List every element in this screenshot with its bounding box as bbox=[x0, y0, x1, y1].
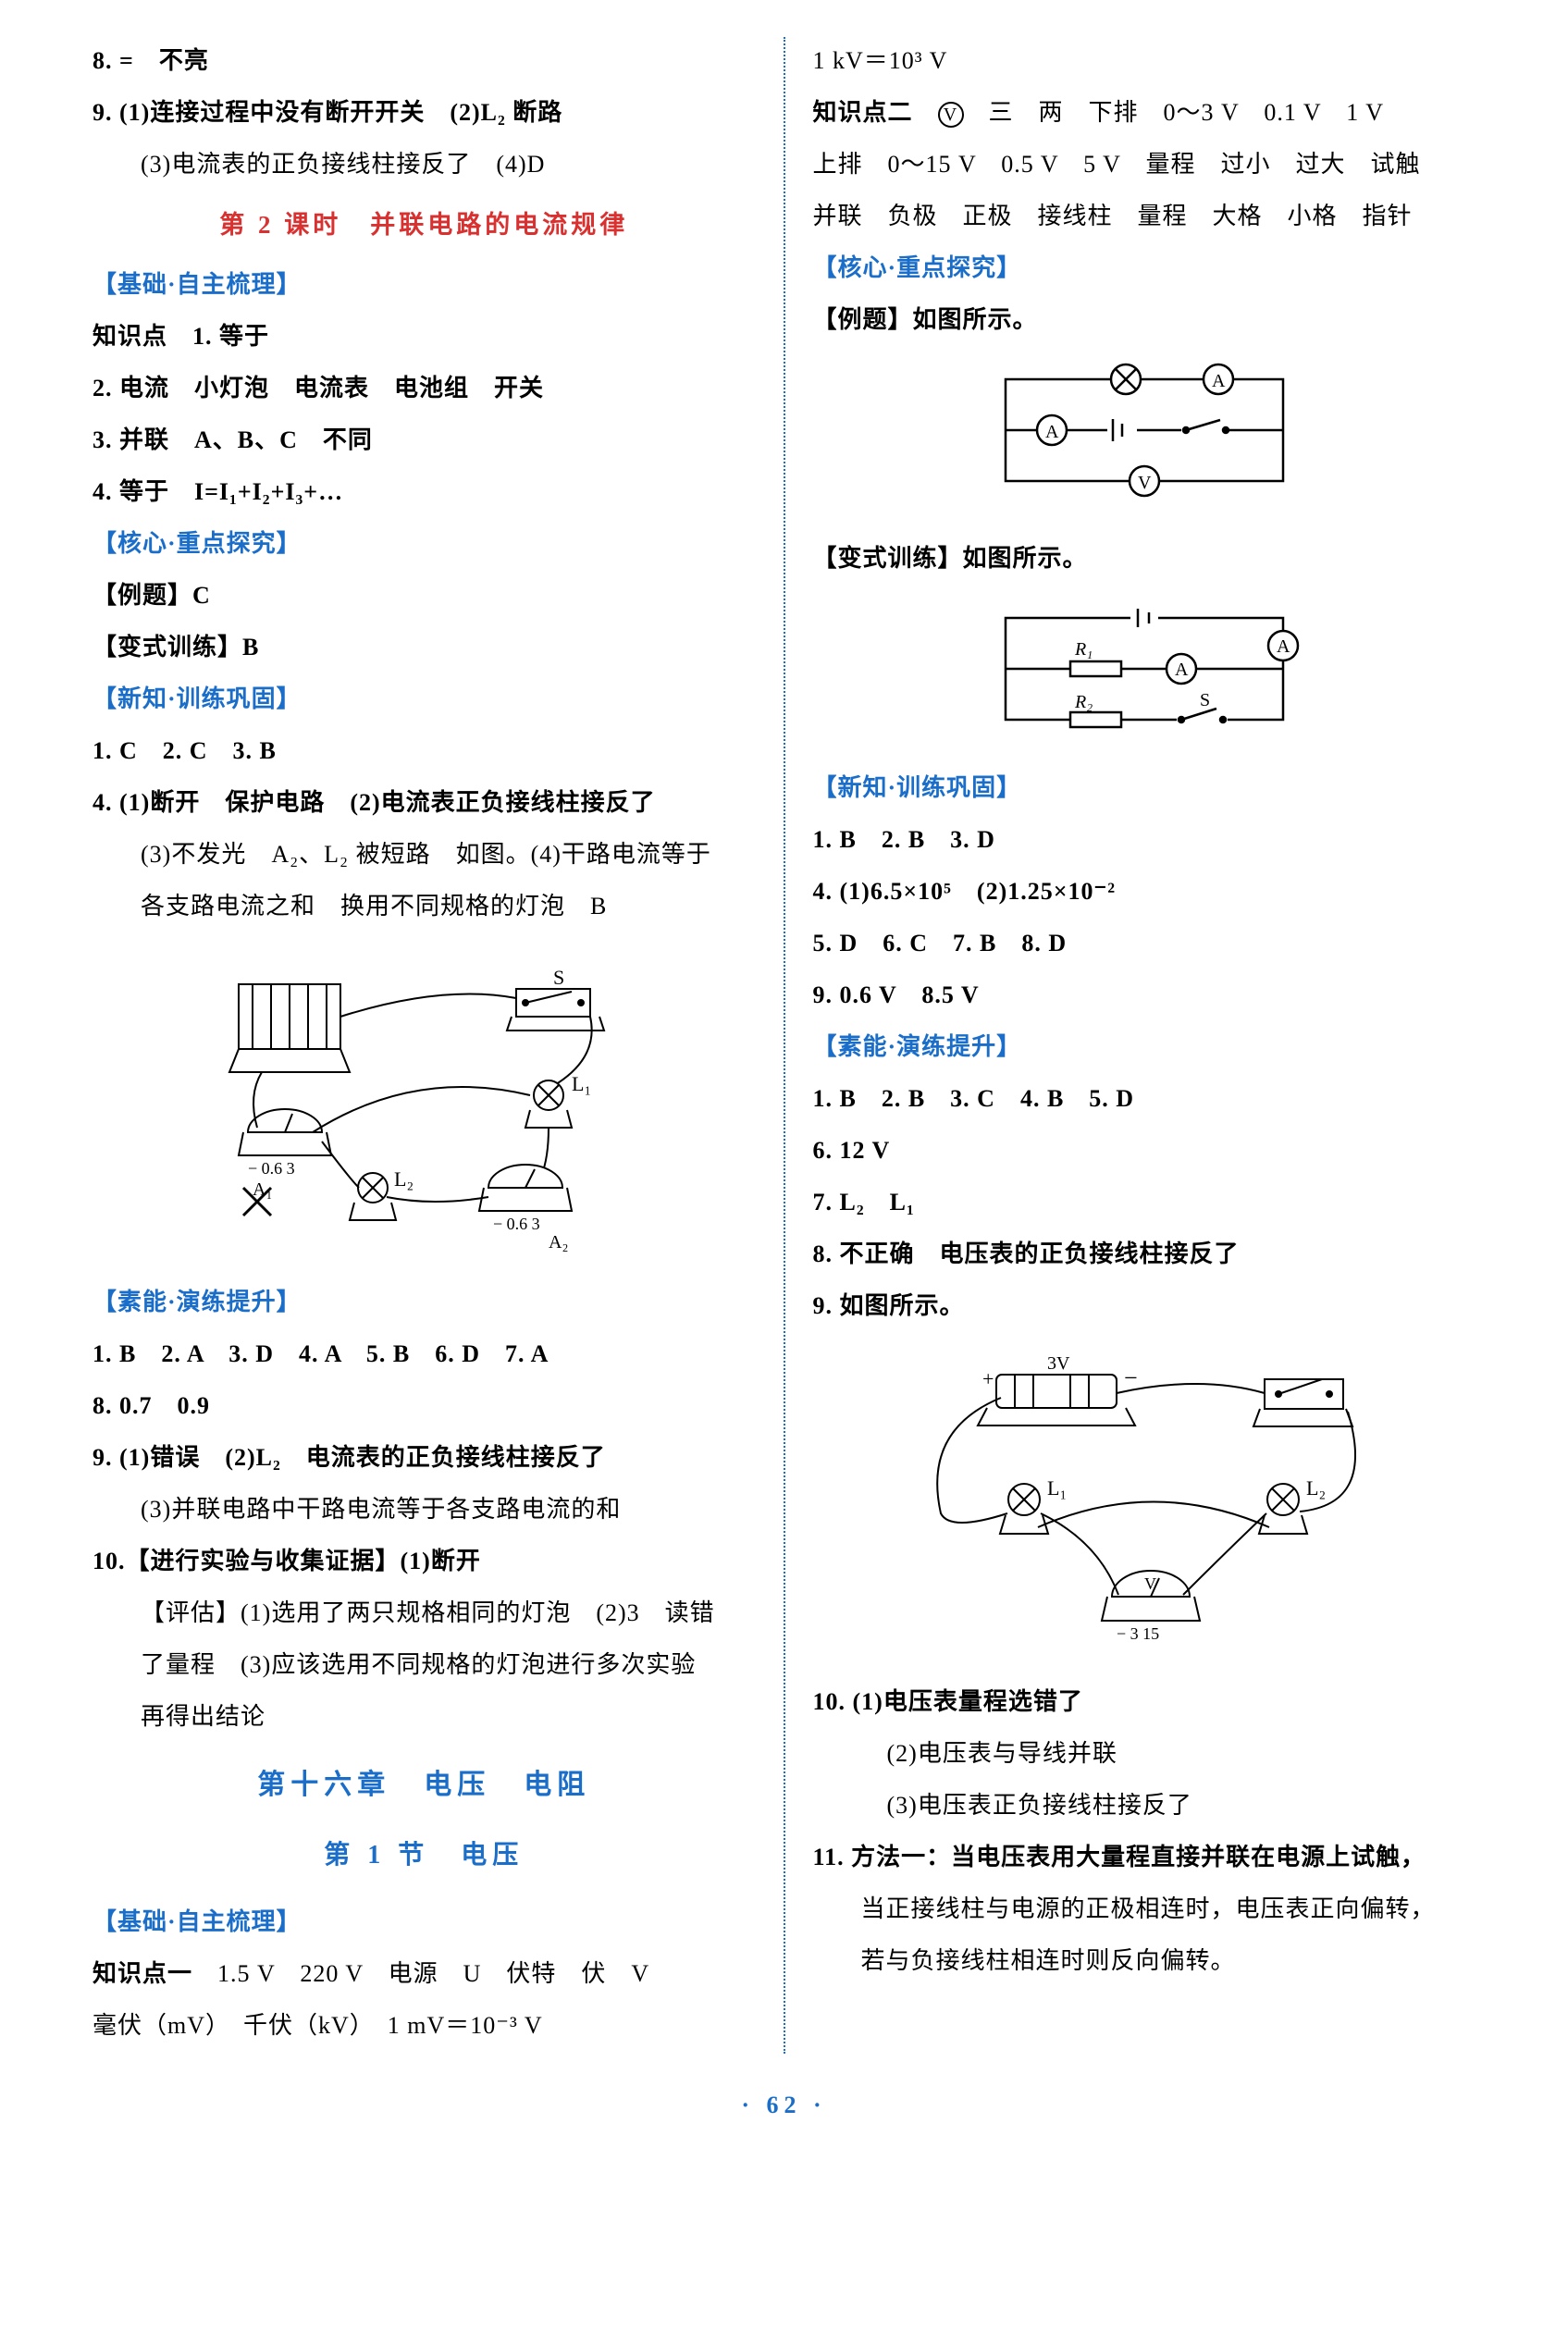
column-divider bbox=[784, 37, 785, 2054]
svg-text:3V: 3V bbox=[1047, 1353, 1070, 1374]
answer-line: 10. (1)电压表量程选错了 bbox=[813, 1678, 1476, 1726]
circuit-schematic-variation: R₁ A A R₂ S bbox=[969, 599, 1320, 747]
answer-line: (3)不发光 A₂、L₂ 被短路 如图。(4)干路电流等于 bbox=[93, 831, 756, 879]
answer-line: (3)电流表的正负接线柱接反了 (4)D bbox=[93, 141, 756, 189]
answer-line: 4. 等于 I=I₁+I₂+I₃+… bbox=[93, 468, 756, 516]
answer-line: 了量程 (3)应该选用不同规格的灯泡进行多次实验 bbox=[93, 1641, 756, 1689]
voltmeter-symbol-icon: V bbox=[938, 102, 964, 128]
answer-line: 再得出结论 bbox=[93, 1693, 756, 1741]
page-number: · 62 · bbox=[74, 2081, 1494, 2129]
svg-text:+: + bbox=[982, 1367, 994, 1390]
svg-text:L₂: L₂ bbox=[1306, 1476, 1326, 1500]
section-title: 第 2 课时 并联电路的电流规律 bbox=[93, 200, 756, 250]
answer-line: 各支路电流之和 换用不同规格的灯泡 B bbox=[93, 882, 756, 931]
page-container: 8. = 不亮 9. (1)连接过程中没有断开开关 (2)L₂ 断路 (3)电流… bbox=[74, 37, 1494, 2054]
answer-line: 1. C 2. C 3. B bbox=[93, 727, 756, 775]
answer-line: 当正接线柱与电源的正极相连时，电压表正向偏转， bbox=[813, 1885, 1476, 1933]
svg-text:R₂: R₂ bbox=[1074, 692, 1093, 712]
svg-text:A: A bbox=[1175, 660, 1189, 680]
sub-chapter-title: 第 1 节 电压 bbox=[93, 1830, 756, 1882]
section-header: 【新知·训练巩固】 bbox=[813, 764, 1476, 812]
svg-text:− 3 15: − 3 15 bbox=[1117, 1624, 1159, 1643]
answer-line: 9. 0.6 V 8.5 V bbox=[813, 971, 1476, 1019]
answer-line: 9. 如图所示。 bbox=[813, 1282, 1476, 1330]
answer-line: 9. (1)错误 (2)L₂ 电流表的正负接线柱接反了 bbox=[93, 1434, 756, 1482]
answer-line: 若与负接线柱相连时则反向偏转。 bbox=[813, 1937, 1476, 1985]
svg-text:R₁: R₁ bbox=[1074, 639, 1093, 660]
knowledge-label: 知识点二 bbox=[813, 99, 913, 126]
section-header: 【素能·演练提升】 bbox=[813, 1023, 1476, 1071]
answer-line: (3)电压表正负接线柱接反了 bbox=[813, 1782, 1476, 1830]
answer-line: 1. B 2. A 3. D 4. A 5. B 6. D 7. A bbox=[93, 1330, 756, 1378]
svg-text:V: V bbox=[1138, 473, 1152, 493]
answer-line: (3)并联电路中干路电流等于各支路电流的和 bbox=[93, 1486, 756, 1534]
text: 1.5 V 220 V 电源 U 伏特 伏 V bbox=[192, 1960, 649, 1987]
answer-line: 【评估】(1)选用了两只规格相同的灯泡 (2)3 读错 bbox=[93, 1589, 756, 1637]
svg-text:A: A bbox=[1277, 636, 1290, 657]
answer-line: 8. 0.7 0.9 bbox=[93, 1382, 756, 1430]
svg-text:A₂: A₂ bbox=[549, 1232, 568, 1253]
answer-line: 【例题】如图所示。 bbox=[813, 296, 1476, 344]
answer-line: 11. 方法一：当电压表用大量程直接并联在电源上试触， bbox=[813, 1833, 1476, 1882]
answer-line: 6. 12 V bbox=[813, 1127, 1476, 1175]
svg-text:S: S bbox=[553, 966, 564, 989]
answer-line: 知识点二 V 三 两 下排 0～3 V 0.1 V 1 V bbox=[813, 89, 1476, 137]
answer-line: 【变式训练】如图所示。 bbox=[813, 535, 1476, 583]
answer-line: 3. 并联 A、B、C 不同 bbox=[93, 416, 756, 464]
circuit-schematic-example: A A V bbox=[969, 361, 1320, 518]
circuit-diagram-voltmeter: 3V + − L₁ bbox=[885, 1347, 1403, 1661]
svg-text:L₂: L₂ bbox=[394, 1167, 414, 1191]
answer-line: 1. B 2. B 3. C 4. B 5. D bbox=[813, 1075, 1476, 1123]
text: 三 两 下排 0～3 V 0.1 V 1 V bbox=[989, 99, 1384, 126]
section-header: 【基础·自主梳理】 bbox=[93, 261, 756, 309]
svg-text:− 0.6 3: − 0.6 3 bbox=[493, 1215, 540, 1233]
answer-line: 上排 0～15 V 0.5 V 5 V 量程 过小 过大 试触 bbox=[813, 141, 1476, 189]
answer-line: 2. 电流 小灯泡 电流表 电池组 开关 bbox=[93, 364, 756, 413]
svg-text:S: S bbox=[1200, 690, 1210, 710]
answer-line: 9. (1)连接过程中没有断开开关 (2)L₂ 断路 bbox=[93, 89, 756, 137]
section-header: 【基础·自主梳理】 bbox=[93, 1898, 756, 1946]
svg-text:A: A bbox=[1045, 422, 1059, 442]
answer-line: 毫伏（mV） 千伏（kV） 1 mV＝10⁻³ V bbox=[93, 2002, 756, 2050]
left-column: 8. = 不亮 9. (1)连接过程中没有断开开关 (2)L₂ 断路 (3)电流… bbox=[74, 37, 774, 2054]
answer-line: 【变式训练】B bbox=[93, 623, 756, 672]
answer-line: 8. = 不亮 bbox=[93, 37, 756, 85]
answer-line: 1. B 2. B 3. D bbox=[813, 816, 1476, 864]
answer-line: 并联 负极 正极 接线柱 量程 大格 小格 指针 bbox=[813, 192, 1476, 241]
answer-line: 1 kV＝10³ V bbox=[813, 37, 1476, 85]
chapter-title: 第十六章 电压 电阻 bbox=[93, 1758, 756, 1813]
answer-line: 4. (1)断开 保护电路 (2)电流表正负接线柱接反了 bbox=[93, 779, 756, 827]
answer-line: (2)电压表与导线并联 bbox=[813, 1730, 1476, 1778]
answer-line: 7. L₂ L₁ bbox=[813, 1179, 1476, 1227]
answer-line: 4. (1)6.5×10⁵ (2)1.25×10⁻² bbox=[813, 868, 1476, 916]
answer-line: 8. 不正确 电压表的正负接线柱接反了 bbox=[813, 1230, 1476, 1278]
answer-line: 【例题】C bbox=[93, 572, 756, 620]
answer-line: 知识点 1. 等于 bbox=[93, 313, 756, 361]
svg-text:−: − bbox=[1124, 1364, 1138, 1391]
section-header: 【新知·训练巩固】 bbox=[93, 675, 756, 723]
svg-text:L₁: L₁ bbox=[1047, 1476, 1067, 1500]
svg-text:− 0.6 3: − 0.6 3 bbox=[248, 1159, 295, 1178]
section-header: 【素能·演练提升】 bbox=[93, 1278, 756, 1327]
section-header: 【核心·重点探究】 bbox=[813, 244, 1476, 292]
knowledge-label: 知识点一 bbox=[93, 1960, 192, 1987]
right-column: 1 kV＝10³ V 知识点二 V 三 两 下排 0～3 V 0.1 V 1 V… bbox=[795, 37, 1495, 2054]
answer-line: 知识点一 1.5 V 220 V 电源 U 伏特 伏 V bbox=[93, 1950, 756, 1998]
answer-line: 5. D 6. C 7. B 8. D bbox=[813, 919, 1476, 968]
answer-line: 10.【进行实验与收集证据】(1)断开 bbox=[93, 1537, 756, 1586]
circuit-diagram-ammeter: S L₁ − 0.6 3 A₂ bbox=[183, 947, 664, 1262]
svg-text:L₁: L₁ bbox=[572, 1072, 591, 1095]
svg-text:A: A bbox=[1212, 371, 1226, 391]
section-header: 【核心·重点探究】 bbox=[93, 520, 756, 568]
